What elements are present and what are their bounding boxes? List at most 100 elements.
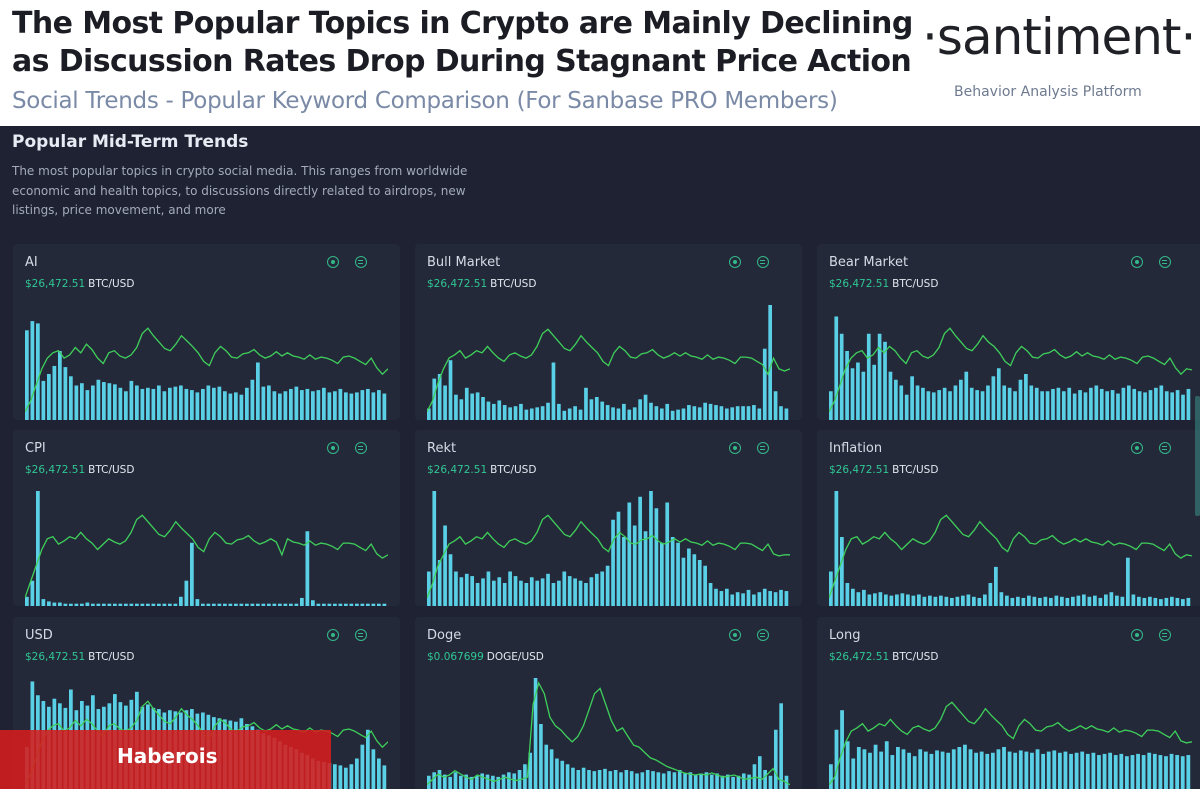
volume-bar xyxy=(1074,752,1079,789)
volume-bar xyxy=(627,409,632,420)
volume-bar xyxy=(834,491,839,606)
section-description: The most popular topics in crypto social… xyxy=(12,164,468,217)
volume-bar xyxy=(91,385,95,420)
volume-bar xyxy=(587,770,591,789)
view-icon[interactable] xyxy=(327,629,339,641)
volume-bar xyxy=(1024,751,1029,789)
price-value: $0.067699 xyxy=(427,651,484,663)
trend-card[interactable]: Bull Market $26,472.51 BTC/USD xyxy=(415,244,802,420)
volume-bar xyxy=(632,525,637,606)
trend-card[interactable]: Rekt $26,472.51 BTC/USD xyxy=(415,430,802,606)
volume-bar xyxy=(937,390,942,420)
view-icon[interactable] xyxy=(1131,442,1143,454)
volume-bar xyxy=(1159,599,1163,606)
price-value: $26,472.51 xyxy=(427,278,488,290)
menu-icon[interactable] xyxy=(1159,442,1171,454)
volume-bar xyxy=(560,760,565,789)
price-line xyxy=(25,514,388,598)
volume-bar xyxy=(437,560,442,606)
trend-card[interactable]: Inflation $26,472.51 BTC/USD xyxy=(817,430,1200,606)
menu-icon[interactable] xyxy=(1159,256,1171,268)
menu-icon[interactable] xyxy=(757,629,769,641)
menu-icon[interactable] xyxy=(355,629,367,641)
volume-bar xyxy=(492,580,496,606)
volume-bar xyxy=(955,596,960,606)
volume-bar xyxy=(991,376,996,420)
volume-bar xyxy=(895,594,899,606)
volume-bar xyxy=(900,593,905,606)
trend-card[interactable]: CPI $26,472.51 BTC/USD xyxy=(13,430,400,606)
volume-bar xyxy=(1072,393,1077,420)
trend-card[interactable]: Doge $0.067699 DOGE/USD xyxy=(415,617,802,789)
menu-icon[interactable] xyxy=(1159,629,1171,641)
volume-bar xyxy=(1093,595,1097,606)
view-icon[interactable] xyxy=(729,442,741,454)
volume-bar xyxy=(333,391,337,420)
volume-bar xyxy=(212,387,216,420)
volume-bar xyxy=(1152,753,1157,789)
trend-chart xyxy=(829,491,1192,606)
volume-bar xyxy=(124,603,128,606)
volume-bar xyxy=(693,774,698,789)
volume-bar xyxy=(1126,557,1130,606)
volume-bar xyxy=(464,387,469,420)
volume-bar xyxy=(638,496,642,606)
volume-bar xyxy=(25,596,29,606)
volume-bar xyxy=(1087,596,1092,606)
headline-line-2: as Discussion Rates Drop During Stagnant… xyxy=(12,44,912,79)
volume-bar xyxy=(964,371,969,420)
volume-bar xyxy=(1131,594,1136,606)
volume-bar xyxy=(107,603,112,606)
volume-bar xyxy=(454,571,458,606)
volume-bar xyxy=(1169,753,1174,789)
volume-bar xyxy=(382,393,387,420)
volume-bar xyxy=(714,588,718,606)
menu-icon[interactable] xyxy=(355,256,367,268)
volume-bar xyxy=(950,597,954,606)
volume-bar xyxy=(1089,387,1093,420)
volume-bar xyxy=(475,392,480,420)
volume-bar xyxy=(773,391,778,420)
view-icon[interactable] xyxy=(327,442,339,454)
volume-bar xyxy=(448,360,453,420)
volume-bar xyxy=(659,542,664,606)
menu-icon[interactable] xyxy=(757,256,769,268)
volume-bar xyxy=(957,747,962,789)
volume-bar xyxy=(535,580,540,606)
volume-bar xyxy=(540,578,545,606)
trend-card[interactable]: Bear Market $26,472.51 BTC/USD xyxy=(817,244,1200,420)
view-icon[interactable] xyxy=(327,256,339,268)
view-icon[interactable] xyxy=(729,629,741,641)
view-icon[interactable] xyxy=(1131,629,1143,641)
volume-bar xyxy=(195,392,200,420)
volume-bar xyxy=(996,368,1001,420)
trend-card[interactable]: Long $26,472.51 BTC/USD xyxy=(817,617,1200,789)
volume-bar xyxy=(670,410,675,420)
menu-icon[interactable] xyxy=(355,442,367,454)
volume-bar xyxy=(862,749,867,789)
volume-bar xyxy=(592,771,597,789)
volume-bar xyxy=(872,364,877,420)
view-icon[interactable] xyxy=(729,256,741,268)
volume-bar xyxy=(873,593,877,606)
volume-bar xyxy=(497,577,502,606)
volume-bar xyxy=(589,399,594,420)
volume-bar xyxy=(206,603,211,606)
volume-bar xyxy=(1032,596,1037,606)
volume-bar xyxy=(1104,594,1108,606)
volume-bar xyxy=(1056,387,1061,420)
volume-bar xyxy=(845,583,850,606)
volume-bar xyxy=(173,386,178,420)
volume-bar xyxy=(338,603,343,606)
volume-bar xyxy=(1180,756,1185,789)
volume-bar xyxy=(481,397,485,420)
volume-bar xyxy=(486,401,491,420)
volume-bar xyxy=(829,764,833,789)
volume-bar xyxy=(616,511,621,606)
scrollbar[interactable] xyxy=(1195,396,1200,516)
menu-icon[interactable] xyxy=(757,442,769,454)
volume-bar xyxy=(366,388,370,420)
volume-bar xyxy=(1186,755,1191,789)
view-icon[interactable] xyxy=(1131,256,1143,268)
trend-card[interactable]: AI $26,472.51 BTC/USD xyxy=(13,244,400,420)
